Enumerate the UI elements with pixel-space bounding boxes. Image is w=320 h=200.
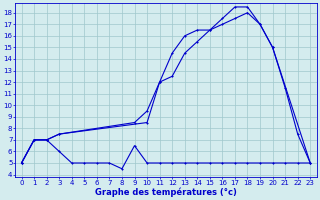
X-axis label: Graphe des températures (°c): Graphe des températures (°c) bbox=[95, 187, 237, 197]
